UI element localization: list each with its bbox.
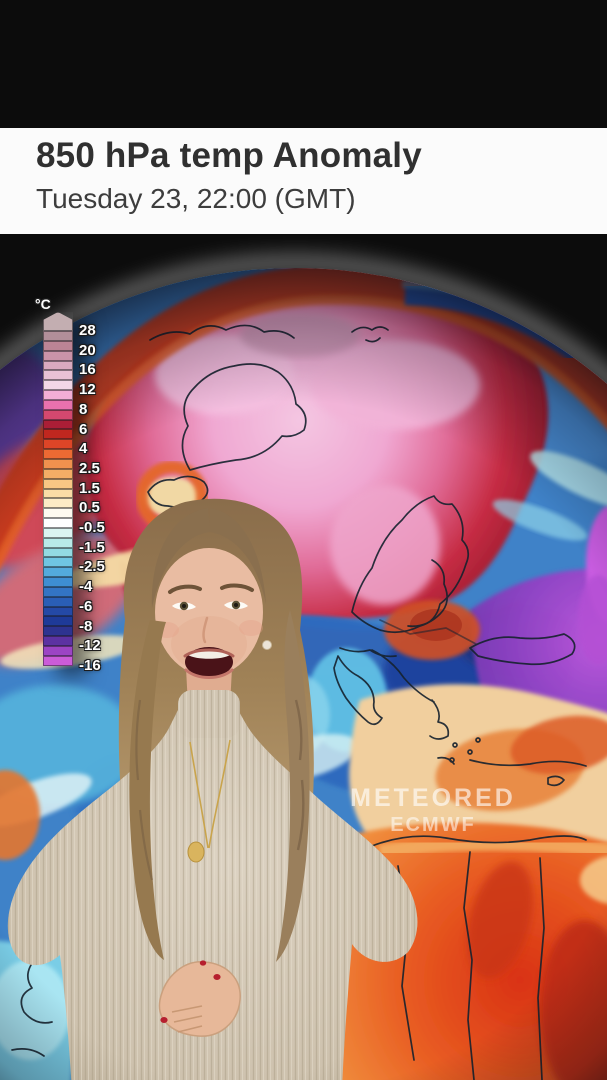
colorbar-cell bbox=[43, 508, 73, 519]
colorbar-tick-label: -4 bbox=[79, 578, 93, 596]
colorbar-cell bbox=[43, 468, 73, 479]
colorbar-tick-label: 0.5 bbox=[79, 499, 100, 517]
colorbar-cell bbox=[43, 370, 73, 381]
colorbar-cell bbox=[43, 429, 73, 440]
colorbar-cell bbox=[43, 655, 73, 666]
colorbar-tick-label: 2.5 bbox=[79, 459, 100, 477]
colorbar-tick-label: 12 bbox=[79, 381, 96, 399]
colorbar-cell bbox=[43, 350, 73, 361]
page-title: 850 hPa temp Anomaly bbox=[36, 136, 422, 175]
colorbar-tick-label: -8 bbox=[79, 617, 93, 635]
colorbar-cell bbox=[43, 646, 73, 656]
colorbar-cell bbox=[43, 527, 73, 538]
colorbar-cell bbox=[43, 606, 73, 617]
colorbar-cell bbox=[43, 399, 73, 410]
colorbar-cell bbox=[43, 449, 73, 459]
colorbar-cell bbox=[43, 567, 73, 578]
colorbar-tick-label: 4 bbox=[79, 440, 88, 458]
colorbar-cell bbox=[43, 419, 73, 430]
colorbar-cell bbox=[43, 439, 73, 450]
colorbar-cell bbox=[43, 518, 73, 528]
colorbar-tick-label: 20 bbox=[79, 341, 96, 359]
colorbar-cap bbox=[43, 312, 73, 331]
colorbar-tick-label: -6 bbox=[79, 597, 93, 615]
title-card: 850 hPa temp Anomaly Tuesday 23, 22:00 (… bbox=[0, 128, 607, 234]
colorbar-cell bbox=[43, 458, 73, 469]
colorbar-cell bbox=[43, 360, 73, 371]
globe-halo bbox=[0, 256, 607, 387]
colorbar-cell bbox=[43, 586, 73, 597]
colorbar-cell bbox=[43, 577, 73, 587]
temperature-colorbar: °C 28 20 16 12 8 6 4 2.5 1.5 0.5 -0.5 -1.5 -2.5 -4 -6 -… bbox=[33, 296, 153, 686]
colorbar-cell bbox=[43, 331, 73, 341]
colorbar-tick-label: 28 bbox=[79, 322, 96, 339]
colorbar-tick-label: -1.5 bbox=[79, 538, 105, 556]
colorbar-cell bbox=[43, 636, 73, 646]
colorbar-tick-label: 8 bbox=[79, 400, 88, 418]
colorbar-tick-label: 16 bbox=[79, 361, 96, 379]
colorbar-cell bbox=[43, 390, 73, 400]
colorbar-cell bbox=[43, 557, 73, 568]
timestamp: Tuesday 23, 22:00 (GMT) bbox=[36, 183, 356, 214]
colorbar-cell bbox=[43, 626, 73, 637]
colorbar-tick-label: -16 bbox=[79, 656, 101, 674]
colorbar-bar bbox=[43, 312, 73, 666]
colorbar-tick-label: -12 bbox=[79, 637, 101, 655]
colorbar-tick-label: 6 bbox=[79, 420, 88, 438]
colorbar-unit: °C bbox=[35, 296, 51, 312]
colorbar-cell bbox=[43, 409, 73, 420]
colorbar-cell bbox=[43, 537, 73, 548]
colorbar-cell bbox=[43, 596, 73, 607]
colorbar-cell bbox=[43, 380, 73, 391]
colorbar-tick-label: -0.5 bbox=[79, 519, 105, 536]
colorbar-cell bbox=[43, 488, 73, 499]
colorbar-cells bbox=[43, 331, 73, 666]
colorbar-tick-label: 1.5 bbox=[79, 479, 100, 497]
colorbar-cell bbox=[43, 498, 73, 509]
colorbar-cell bbox=[43, 340, 73, 351]
colorbar-tick-label: -2.5 bbox=[79, 558, 105, 576]
colorbar-cell bbox=[43, 478, 73, 489]
colorbar-cell bbox=[43, 547, 73, 558]
colorbar-cell bbox=[43, 616, 73, 627]
